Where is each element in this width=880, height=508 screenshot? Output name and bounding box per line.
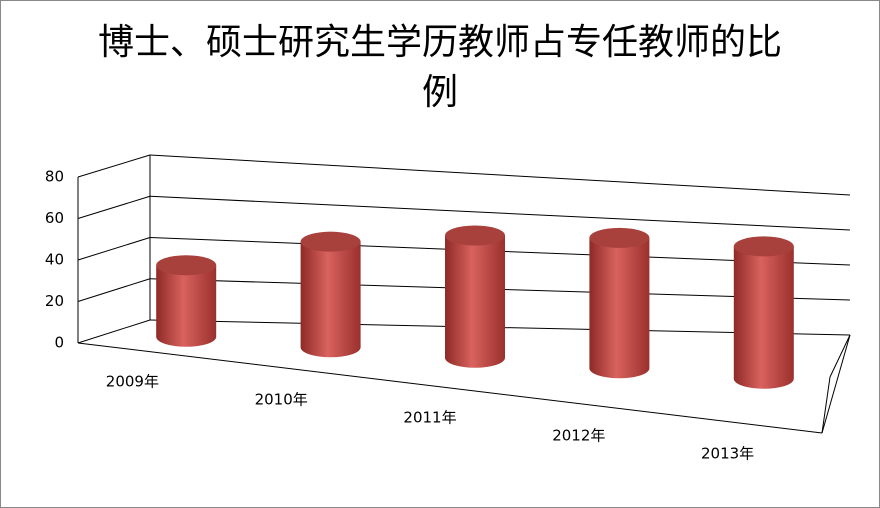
- y-tick-label: 0: [54, 334, 64, 352]
- bar: [733, 236, 794, 389]
- grid-line: [149, 154, 851, 196]
- y-tick-label: 80: [45, 168, 64, 186]
- bar: [589, 227, 650, 379]
- bar: [445, 225, 505, 368]
- floor-edge: [829, 334, 851, 378]
- grid-line: [77, 195, 151, 219]
- x-tick-label: 2012年: [552, 427, 605, 445]
- x-tick-label: 2013年: [701, 445, 754, 463]
- grid-line: [77, 154, 151, 178]
- floor-edge: [821, 376, 831, 434]
- floor-edge: [821, 334, 851, 434]
- x-tick-label: 2011年: [403, 409, 456, 427]
- y-tick-label: 60: [45, 209, 64, 227]
- x-tick-label: 2010年: [255, 391, 308, 409]
- grid-line: [77, 319, 151, 344]
- chart-title: 博士、硕士研究生学历教师占专任教师的比例: [97, 22, 782, 113]
- grid-line: [149, 195, 851, 231]
- grid-line: [77, 278, 151, 302]
- y-tick-label: 40: [45, 251, 64, 269]
- grid-line: [77, 237, 151, 261]
- bar: [156, 255, 217, 347]
- y-tick-label: 20: [45, 292, 64, 310]
- x-tick-label: 2009年: [106, 373, 159, 391]
- floor-edge: [77, 342, 823, 434]
- bar: [300, 231, 361, 358]
